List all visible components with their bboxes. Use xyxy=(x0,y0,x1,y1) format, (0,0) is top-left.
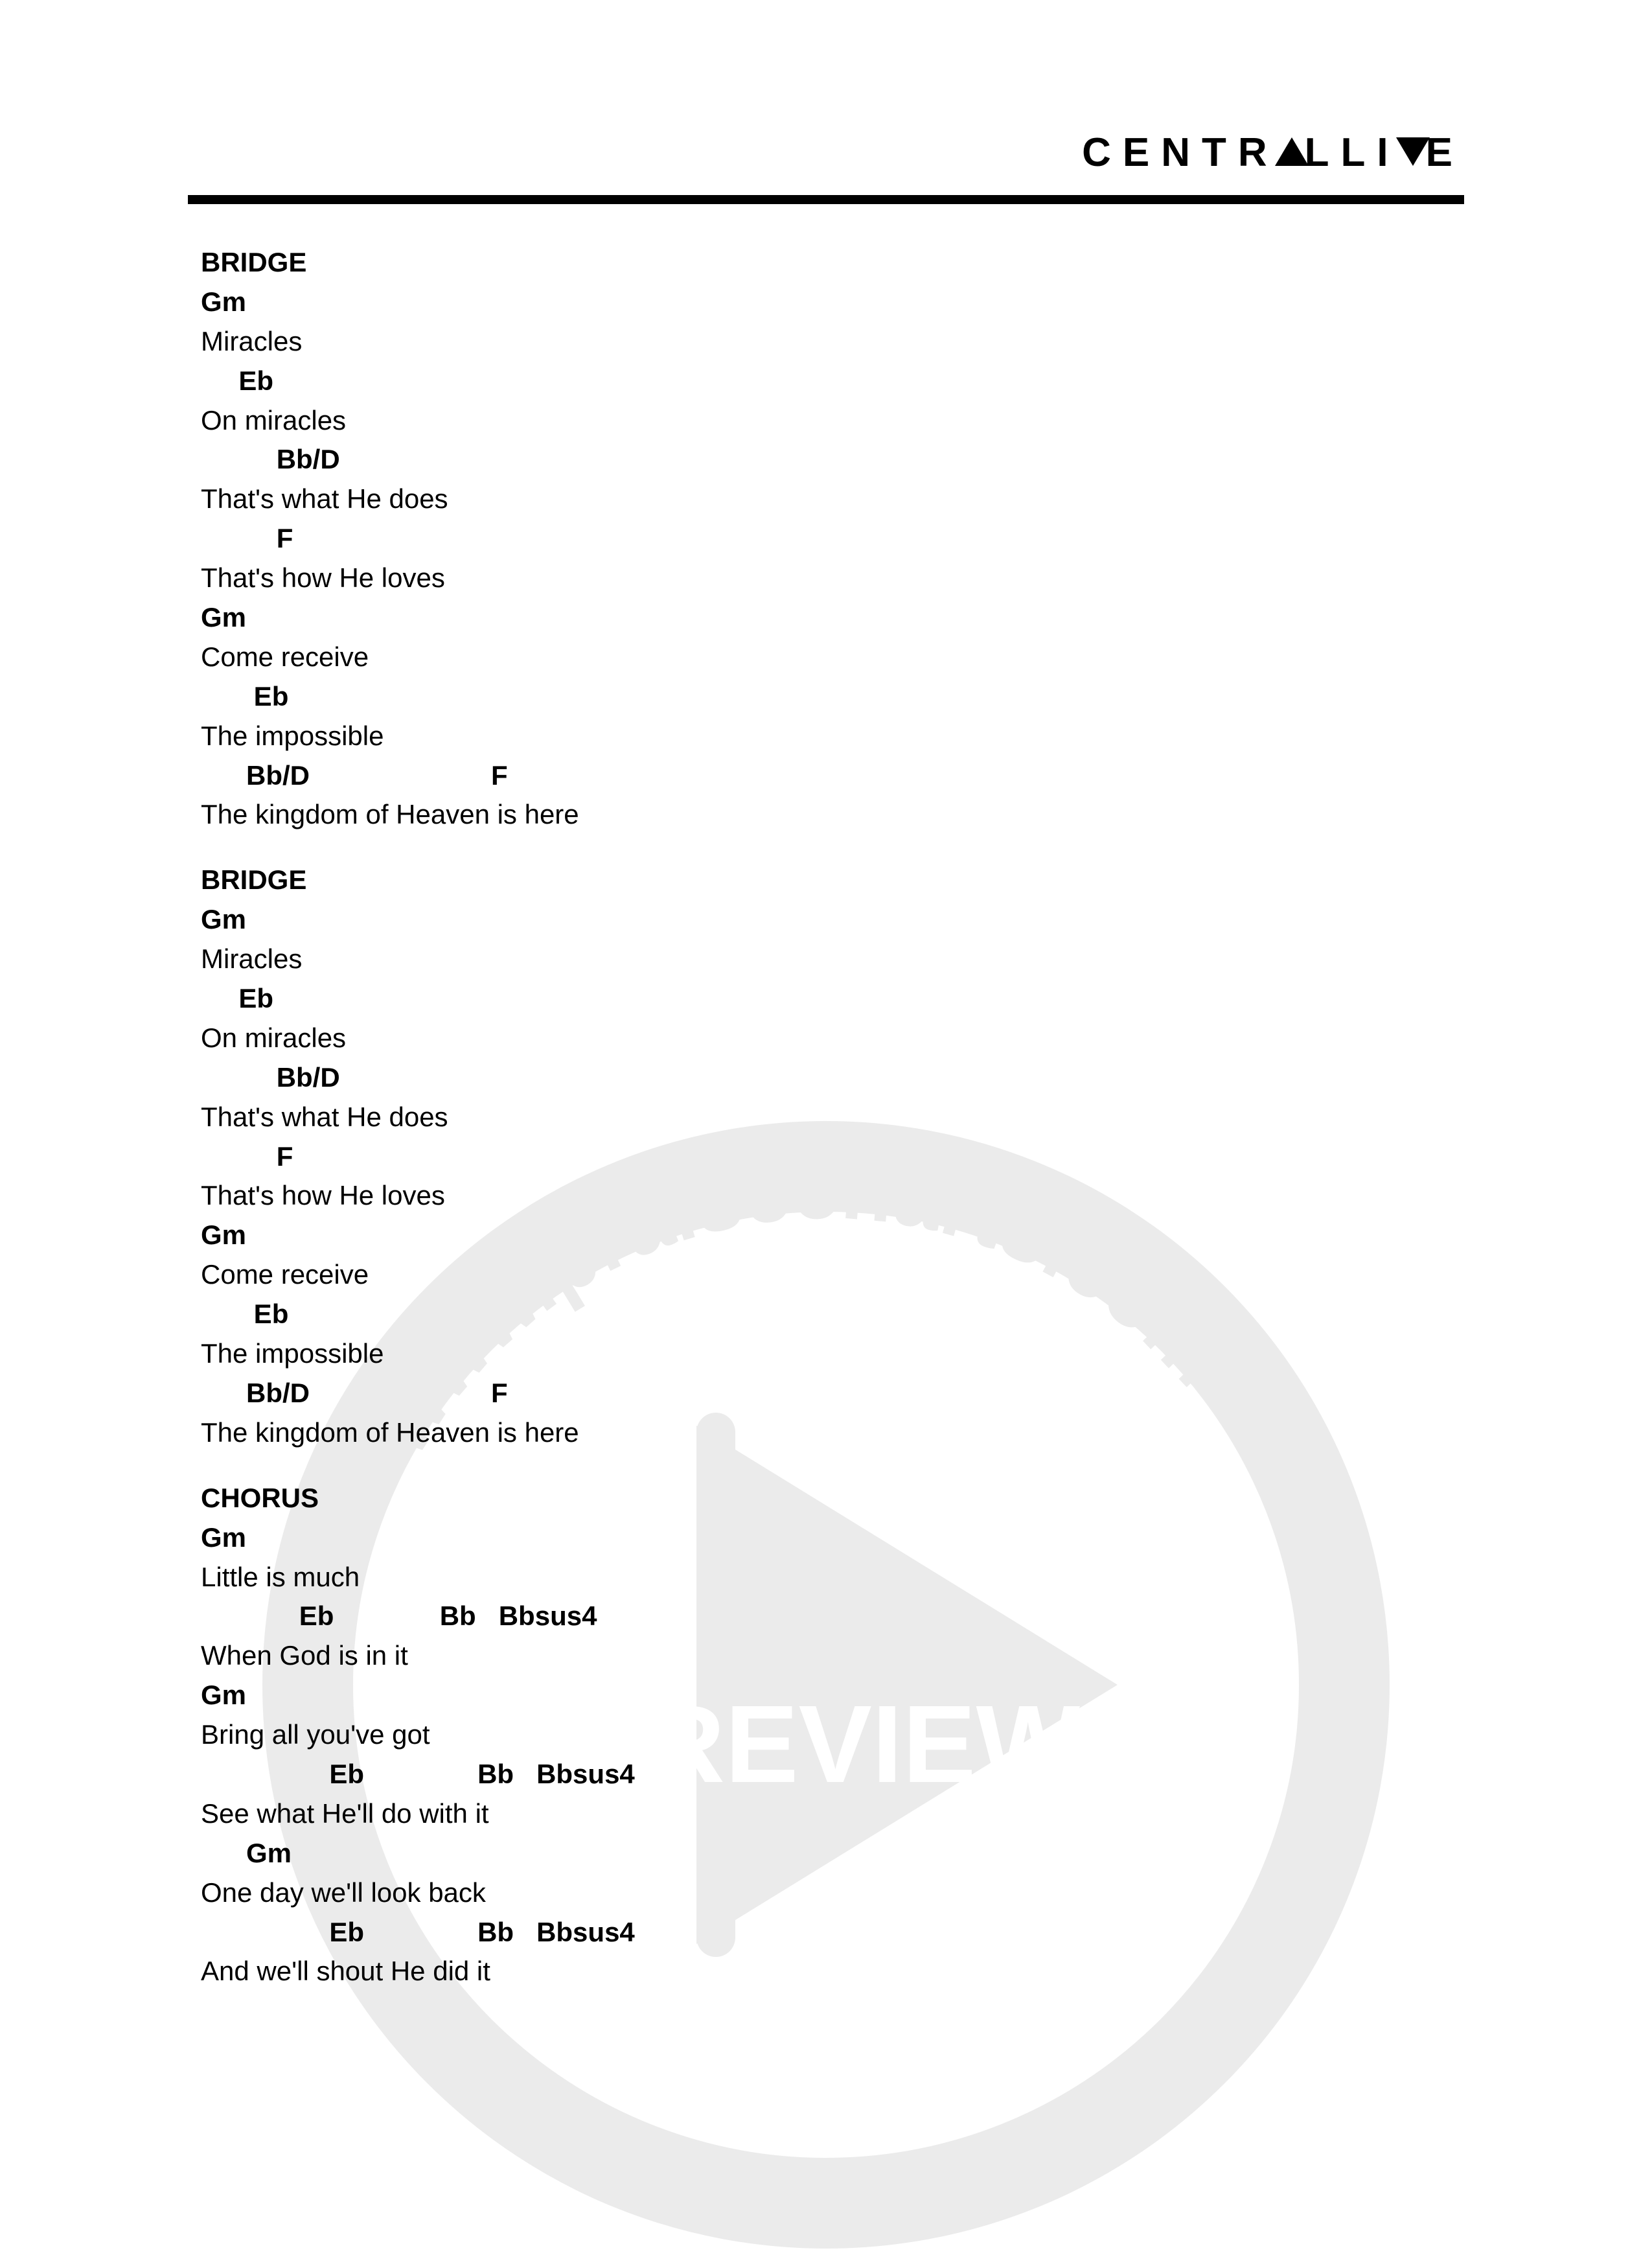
chord-line: Gm xyxy=(201,900,1464,940)
lyric-line: Bring all you've got xyxy=(201,1715,1464,1755)
triangle-down-icon xyxy=(1396,137,1430,166)
chord-line: Eb Bb Bbsus4 xyxy=(201,1913,1464,1952)
page-container: CENTRLLIE BRIDGEGmMiracles EbOn miracles… xyxy=(0,0,1652,1991)
chord-line: Bb/D xyxy=(201,440,1464,480)
triangle-up-icon xyxy=(1275,137,1309,166)
lyric-line: That's what He does xyxy=(201,480,1464,519)
lyric-line: The kingdom of Heaven is here xyxy=(201,795,1464,835)
lyric-line: Miracles xyxy=(201,940,1464,979)
lyric-line: The impossible xyxy=(201,717,1464,756)
logo-text-2: LLI xyxy=(1305,130,1400,175)
lyric-line: Miracles xyxy=(201,322,1464,362)
lyric-line: That's how He loves xyxy=(201,1176,1464,1216)
lyric-line: That's how He loves xyxy=(201,559,1464,598)
lyric-line: See what He'll do with it xyxy=(201,1794,1464,1834)
chord-line: Eb Bb Bbsus4 xyxy=(201,1597,1464,1636)
lyric-line: The impossible xyxy=(201,1334,1464,1374)
logo-text-3: E xyxy=(1426,130,1464,175)
chord-line: Gm xyxy=(201,598,1464,638)
section-gap xyxy=(201,1453,1464,1479)
logo-text-1: CENTR xyxy=(1082,130,1279,175)
chord-line: Gm xyxy=(201,283,1464,322)
section-label: BRIDGE xyxy=(201,243,1464,283)
chord-line: Eb xyxy=(201,677,1464,717)
lyric-line: The kingdom of Heaven is here xyxy=(201,1413,1464,1453)
chord-line: F xyxy=(201,1137,1464,1177)
chord-line: Gm xyxy=(201,1676,1464,1715)
chord-line: Gm xyxy=(201,1834,1464,1873)
lyric-line: Come receive xyxy=(201,1255,1464,1295)
lyric-line: Come receive xyxy=(201,638,1464,677)
chord-chart-content: BRIDGEGmMiracles EbOn miracles Bb/DThat'… xyxy=(188,243,1464,1991)
chord-line: Bb/D xyxy=(201,1058,1464,1098)
lyric-line: And we'll shout He did it xyxy=(201,1952,1464,1991)
lyric-line: When God is in it xyxy=(201,1636,1464,1676)
lyric-line: Little is much xyxy=(201,1558,1464,1597)
section-label: BRIDGE xyxy=(201,861,1464,900)
chord-line: Gm xyxy=(201,1216,1464,1255)
lyric-line: On miracles xyxy=(201,401,1464,441)
chord-line: Eb xyxy=(201,362,1464,401)
lyric-line: On miracles xyxy=(201,1019,1464,1058)
header-divider xyxy=(188,195,1464,204)
chord-line: F xyxy=(201,519,1464,559)
lyric-line: That's what He does xyxy=(201,1098,1464,1137)
chord-line: Eb xyxy=(201,1295,1464,1334)
brand-logo: CENTR LLI E xyxy=(188,130,1464,176)
chord-line: Bb/D F xyxy=(201,1374,1464,1413)
chord-line: Gm xyxy=(201,1518,1464,1558)
section-label: CHORUS xyxy=(201,1479,1464,1518)
lyric-line: One day we'll look back xyxy=(201,1873,1464,1913)
chord-line: Eb xyxy=(201,979,1464,1019)
chord-line: Eb Bb Bbsus4 xyxy=(201,1755,1464,1794)
chord-line: Bb/D F xyxy=(201,756,1464,796)
section-gap xyxy=(201,835,1464,861)
